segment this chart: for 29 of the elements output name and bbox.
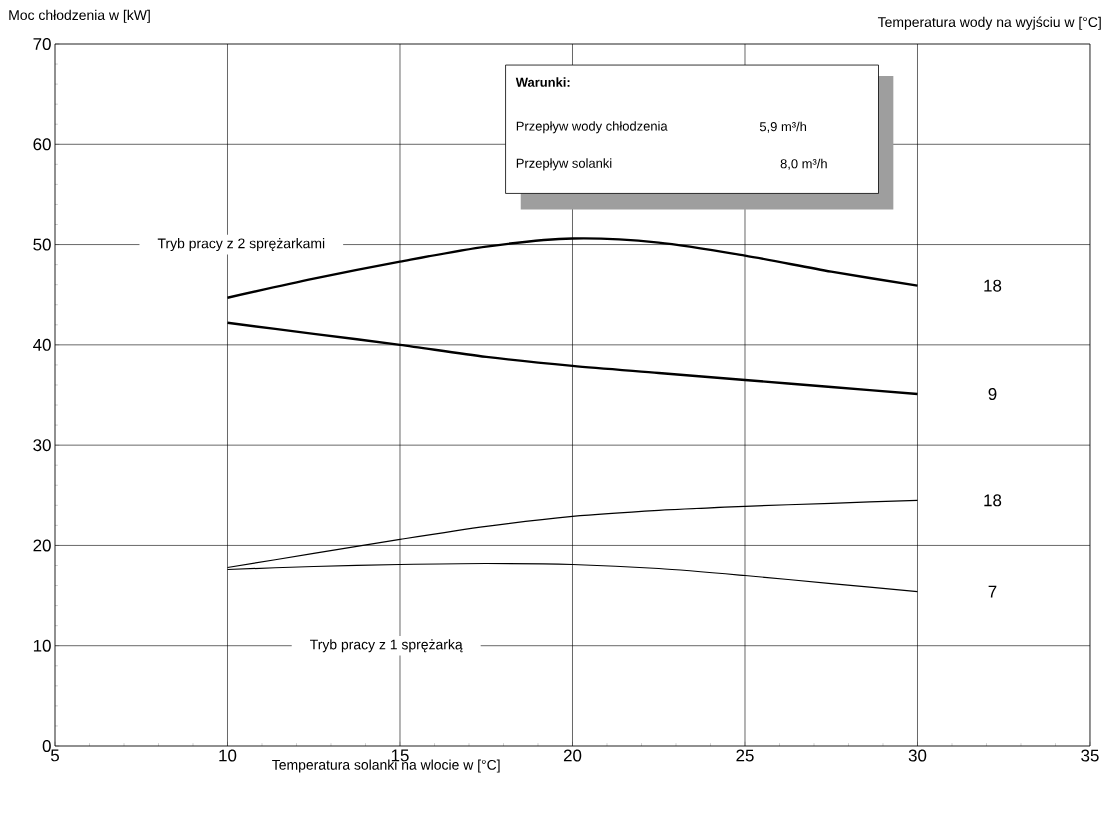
text: 18 bbox=[984, 279, 1002, 292]
x-tick-label: 5 bbox=[50, 749, 59, 762]
y-tick-label: 60 bbox=[33, 138, 51, 151]
text: 7 bbox=[988, 585, 997, 598]
annotation: Tryb pracy z 1 sprężarką bbox=[310, 639, 463, 653]
line-series bbox=[226, 237, 919, 299]
y-tick-label: 40 bbox=[33, 338, 51, 351]
x-tick-label: 25 bbox=[736, 749, 754, 762]
annotation: Przepływ solanki bbox=[516, 158, 612, 171]
annotation: Warunki: bbox=[515, 77, 570, 87]
x-tick-label: 35 bbox=[1081, 749, 1099, 762]
legend-title: Temperatura wody na wyjściu w [°C] bbox=[877, 16, 1101, 30]
y-tick-label: 50 bbox=[33, 238, 51, 251]
x-tick-label: 20 bbox=[563, 749, 582, 762]
y-tick-label: 20 bbox=[33, 539, 51, 552]
text: 18 bbox=[984, 494, 1002, 507]
annotation: 5,9 m³/h bbox=[759, 121, 807, 133]
annotation: 8,0 m³/h bbox=[780, 158, 827, 170]
annotation: Przepływ wody chłodzenia bbox=[516, 121, 668, 134]
x-tick-label: 10 bbox=[219, 749, 237, 762]
y-tick-label: 10 bbox=[33, 639, 51, 652]
annotation: Tryb pracy z 2 sprężarkami bbox=[157, 238, 325, 252]
y-tick-label: 0 bbox=[42, 740, 51, 752]
line-series bbox=[226, 321, 919, 396]
y-tick-label: 30 bbox=[33, 439, 51, 452]
x-tick-label: 30 bbox=[908, 749, 927, 762]
y-tick-label: 70 bbox=[33, 38, 51, 50]
text: 9 bbox=[988, 388, 997, 400]
y-axis-title: Moc chłodzenia w [kW] bbox=[9, 9, 150, 23]
